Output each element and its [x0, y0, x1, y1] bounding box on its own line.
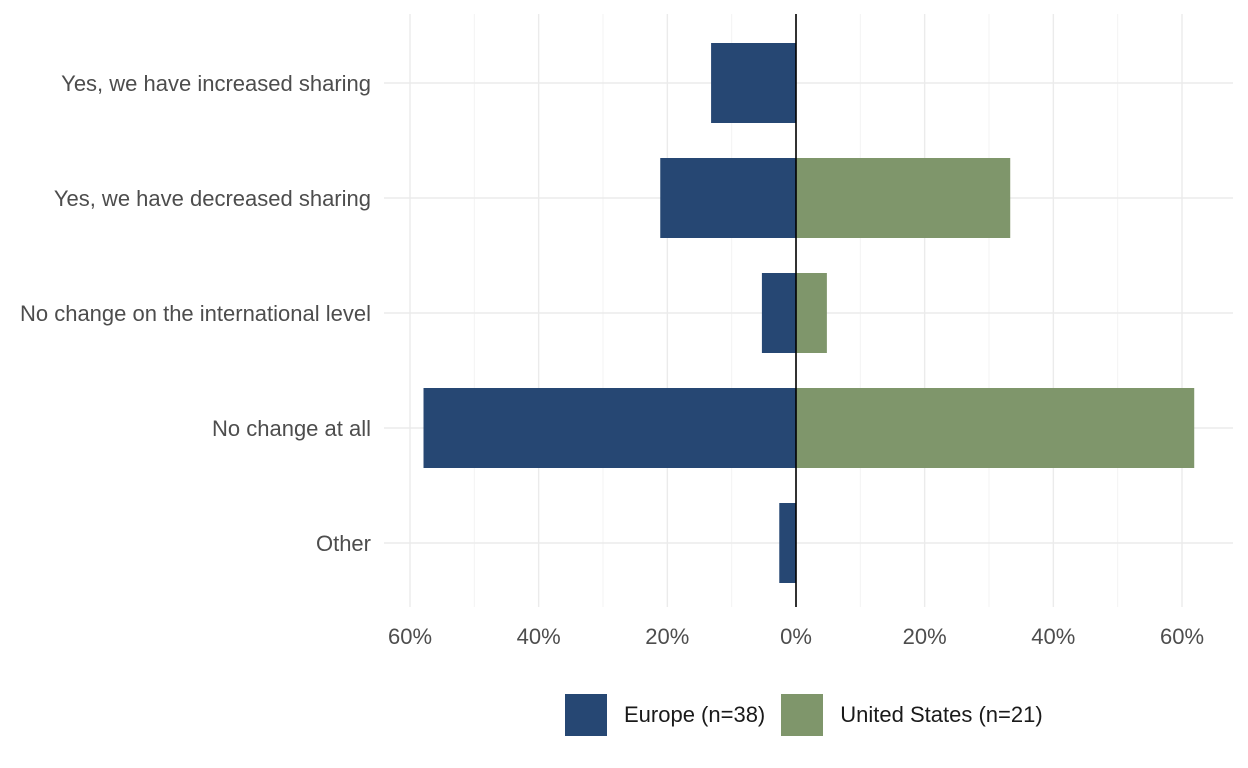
x-tick-label: 60%	[388, 624, 432, 649]
bar-europe-0	[711, 43, 796, 123]
x-tick-labels: 60% 40% 20% 0% 20% 40% 60%	[388, 624, 1204, 649]
category-label: Yes, we have increased sharing	[61, 71, 371, 96]
x-tick-label: 20%	[645, 624, 689, 649]
bar-europe-1	[660, 158, 796, 238]
category-label: Other	[316, 531, 371, 556]
legend-label-europe: Europe (n=38)	[624, 702, 766, 727]
category-labels: Yes, we have increased sharing Yes, we ha…	[20, 71, 371, 556]
bar-united-states-1	[796, 158, 1011, 238]
legend-item-united-states: United States (n=21)	[781, 694, 1043, 736]
bar-united-states-2	[796, 273, 827, 353]
x-tick-label: 60%	[1160, 624, 1204, 649]
legend-label-united-states: United States (n=21)	[840, 702, 1043, 727]
category-label: No change on the international level	[20, 301, 371, 326]
category-label: No change at all	[212, 416, 371, 441]
bar-europe-4	[779, 503, 796, 583]
x-tick-label: 0%	[780, 624, 812, 649]
bar-europe-3	[423, 388, 796, 468]
legend-key-united-states	[781, 694, 824, 736]
bar-united-states-3	[796, 388, 1195, 468]
legend: Europe (n=38) United States (n=21)	[565, 694, 1059, 736]
bar-europe-2	[761, 273, 796, 353]
category-label: Yes, we have decreased sharing	[54, 186, 371, 211]
x-tick-label: 20%	[903, 624, 947, 649]
bars	[423, 43, 1195, 583]
legend-key-europe	[565, 694, 607, 736]
x-tick-label: 40%	[517, 624, 561, 649]
x-tick-label: 40%	[1031, 624, 1075, 649]
legend-item-europe: Europe (n=38)	[565, 694, 765, 736]
